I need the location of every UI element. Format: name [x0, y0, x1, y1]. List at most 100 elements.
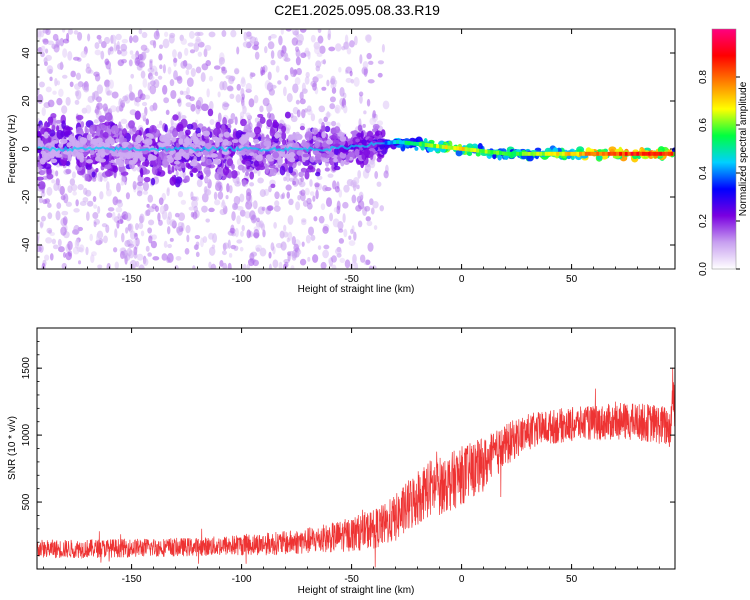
- spectrogram-noise-blob: [353, 177, 360, 185]
- spectrogram-ridge-cell: [513, 151, 517, 156]
- spectrogram-band-blob: [174, 178, 181, 188]
- spectrogram-noise-blob: [243, 31, 247, 42]
- spectrogram-noise-blob: [332, 180, 337, 190]
- spectrogram-noise-blob: [343, 105, 348, 114]
- spectrogram-core-blob: [249, 152, 255, 157]
- spectrogram-noise-blob: [204, 174, 210, 183]
- spectrogram-noise-blob: [132, 180, 137, 190]
- spectrogram-ridge-cell: [467, 147, 471, 152]
- spectrogram-noise-blob: [368, 265, 373, 269]
- spectrogram-noise-blob: [353, 77, 360, 87]
- spectrogram-noise-blob: [266, 82, 274, 92]
- spectrogram-noise-blob: [44, 254, 50, 261]
- spectrogram-core-blob: [231, 139, 239, 144]
- spectrogram-noise-blob: [172, 49, 177, 59]
- colorbar-tick-label: 0.4: [698, 166, 709, 180]
- spectrogram-noise-blob: [136, 253, 144, 261]
- spectrogram-noise-blob: [89, 233, 94, 242]
- spectrogram-noise-blob: [327, 29, 332, 38]
- spectrogram-noise-blob: [231, 211, 236, 221]
- spectrogram-noise-blob: [317, 35, 324, 44]
- spectrogram-noise-blob: [55, 170, 59, 177]
- spectrogram-noise-blob: [138, 264, 145, 269]
- spectrogram-noise-blob: [221, 69, 228, 74]
- spectrogram-ridge-cell: [413, 141, 417, 146]
- spectrogram-noise-blob: [193, 205, 198, 213]
- spectrogram-noise-blob: [46, 186, 53, 196]
- figure-title: C2E1.2025.095.08.33.R19: [274, 2, 440, 18]
- spectrogram-core-blob: [321, 131, 326, 139]
- spectrogram-ridge-cell: [590, 151, 594, 156]
- spectrogram-band-blob: [104, 121, 111, 126]
- spectrogram-noise-blob: [130, 73, 135, 79]
- spectrogram-noise-blob: [242, 263, 247, 269]
- spectrogram-noise-blob: [291, 235, 296, 246]
- spectrogram-ridge-cell: [564, 151, 568, 156]
- spectrogram-y-tick-label: 0: [21, 146, 32, 152]
- spectrogram-band-blob: [128, 120, 135, 129]
- spectrogram-noise-blob: [344, 259, 351, 269]
- spectrogram-core-blob: [136, 134, 142, 143]
- spectrogram-core-blob: [171, 136, 177, 143]
- spectrogram-noise-blob: [295, 99, 300, 105]
- spectrogram-ridge-cell: [601, 151, 605, 156]
- spectrogram-noise-blob: [132, 35, 139, 43]
- spectrogram-noise-blob: [69, 81, 74, 88]
- spectrogram-noise-blob: [144, 210, 149, 217]
- spectrogram-core-blob: [368, 137, 374, 142]
- spectrogram-noise-blob: [148, 235, 153, 244]
- spectrogram-ridge-cell: [384, 141, 388, 145]
- spectrogram-core-blob: [37, 136, 41, 143]
- spectrogram-noise-blob: [92, 196, 97, 202]
- spectrogram-core-blob: [115, 157, 122, 165]
- spectrogram-noise-blob: [128, 250, 135, 259]
- spectrogram-ridge-cell: [418, 142, 422, 147]
- spectrogram-noise-blob: [177, 51, 183, 60]
- spectrogram-band-blob: [142, 168, 151, 175]
- spectrogram-band-blob: [360, 130, 364, 140]
- spectrogram-ridge-cell: [599, 151, 603, 156]
- spectrogram-noise-blob: [236, 83, 241, 91]
- spectrogram-noise-blob: [115, 44, 121, 52]
- spectrogram-noise-blob: [338, 237, 345, 244]
- spectrogram-ridge-cell: [627, 151, 631, 156]
- spectrogram-noise-blob: [96, 233, 100, 242]
- spectrogram-noise-blob: [202, 236, 208, 244]
- spectrogram-noise-blob: [270, 34, 277, 39]
- spectrogram-noise-blob: [278, 35, 283, 46]
- spectrogram-band-blob: [216, 167, 225, 175]
- spectrogram-core-blob: [314, 153, 322, 160]
- spectrogram-noise-blob: [153, 79, 160, 89]
- spectrogram-noise-blob: [277, 80, 282, 85]
- spectrogram-noise-blob: [250, 251, 258, 257]
- spectrogram-noise-blob: [327, 173, 334, 178]
- spectrogram-noise-blob: [257, 177, 264, 184]
- spectrogram-band-blob: [51, 124, 56, 131]
- spectrogram-noise-blob: [344, 34, 349, 44]
- spectrogram-noise-blob: [322, 226, 329, 234]
- spectrogram-ridge-cell: [453, 146, 457, 151]
- spectrogram-band-blob: [187, 163, 191, 170]
- spectrogram-noise-blob: [282, 86, 287, 97]
- spectrogram-noise-blob: [236, 46, 240, 55]
- spectrogram-noise-blob: [190, 191, 194, 199]
- spectrogram-noise-blob: [334, 106, 340, 114]
- spectrogram-band-blob: [315, 171, 321, 177]
- spectrogram-noise-blob: [290, 115, 298, 123]
- spectrogram-noise-blob: [213, 191, 218, 200]
- spectrogram-noise-blob: [122, 95, 129, 102]
- spectrogram-noise-blob: [195, 241, 200, 247]
- spectrogram-noise-blob: [97, 206, 101, 214]
- spectrogram-noise-blob: [239, 111, 245, 119]
- spectrogram-noise-blob: [233, 67, 240, 75]
- colorbar: 0.0 0.2 0.4 0.6 0.8 Normalized spectral ampl…: [698, 28, 749, 276]
- spectrogram-noise-blob: [342, 201, 349, 209]
- spectrogram-band-blob: [237, 164, 245, 171]
- spectrogram-core-blob: [277, 157, 283, 166]
- spectrogram-noise-blob: [297, 33, 304, 43]
- spectrogram-noise-blob: [58, 88, 64, 97]
- spectrogram-band-blob: [205, 158, 213, 165]
- spectrogram-ridge-cell: [444, 145, 448, 150]
- spectrogram-noise-blob: [379, 205, 385, 212]
- spectrogram-noise-blob: [333, 207, 338, 213]
